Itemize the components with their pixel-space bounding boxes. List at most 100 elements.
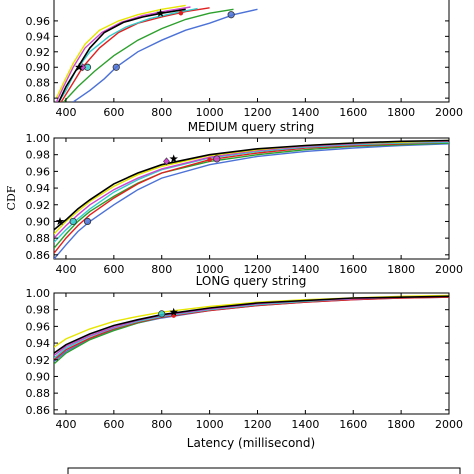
x-ticks: 400 600 800 1000 1200 1400 1600 1800 2000 bbox=[55, 98, 463, 119]
series-marker-3-0 bbox=[158, 310, 166, 318]
latency-panel: 400 600 800 1000 1200 1400 1600 1800 2000 0.860.… bbox=[26, 287, 464, 450]
y-ticks: 0.86 0.88 0.90 0.92 0.94 0.96 0.98 1.00 bbox=[26, 132, 449, 262]
series-line-2 bbox=[54, 141, 449, 254]
y-tick-label: 0.88 bbox=[26, 387, 51, 400]
series-lines bbox=[54, 139, 449, 259]
x-axis-label: Latency (millisecond) bbox=[187, 436, 315, 450]
x-tick-label: 1600 bbox=[339, 263, 367, 276]
series-line-6 bbox=[54, 295, 449, 354]
x-tick-label: 1800 bbox=[387, 263, 415, 276]
series-markers bbox=[55, 154, 221, 226]
x-tick-label: 400 bbox=[55, 263, 76, 276]
series-marker-6-0 bbox=[55, 216, 65, 226]
y-tick-label: 0.86 bbox=[26, 249, 51, 262]
y-tick-label: 0.86 bbox=[26, 404, 51, 417]
y-tick-label: 0.88 bbox=[26, 232, 51, 245]
y-tick-label: 0.94 bbox=[26, 182, 51, 195]
series-line-3 bbox=[58, 7, 198, 102]
y-ticks: 0.86 0.88 0.90 0.92 0.94 0.96 bbox=[26, 15, 449, 105]
y-tick-label: 0.94 bbox=[26, 30, 51, 43]
x-tick-label: 600 bbox=[103, 263, 124, 276]
y-tick-label: 0.90 bbox=[26, 61, 51, 74]
series-marker-2-0 bbox=[207, 157, 212, 162]
long-query-panel: 400 600 800 1000 1200 1400 1600 1800 2000 0.860.… bbox=[5, 132, 463, 288]
series-line-6 bbox=[54, 139, 449, 231]
medium-query-panel: 400 600 800 1000 1200 1400 1600 1800 2000 0.860.… bbox=[26, 0, 463, 134]
x-tick-label: 1000 bbox=[196, 418, 224, 431]
series-lines bbox=[54, 294, 449, 365]
series-marker-6-1 bbox=[156, 8, 165, 17]
series-markers bbox=[158, 307, 178, 318]
x-tick-label: 1000 bbox=[196, 263, 224, 276]
series-markers bbox=[74, 8, 235, 72]
series-line-1 bbox=[63, 8, 234, 102]
plot-frame bbox=[53, 137, 450, 260]
plot-frame bbox=[53, 292, 450, 415]
series-line-3 bbox=[54, 141, 449, 243]
x-tick-label: 1800 bbox=[387, 106, 415, 119]
y-tick-label: 0.94 bbox=[26, 337, 51, 350]
y-tick-label: 0.98 bbox=[26, 304, 51, 317]
x-tick-label: 2000 bbox=[435, 418, 463, 431]
y-tick-label: 0.90 bbox=[26, 215, 51, 228]
y-tick-label: 0.86 bbox=[26, 92, 51, 105]
x-tick-label: 400 bbox=[55, 418, 76, 431]
y-tick-label: 0.88 bbox=[26, 77, 51, 90]
series-line-6 bbox=[58, 8, 186, 102]
x-tick-label: 800 bbox=[151, 106, 172, 119]
y-tick-label: 0.92 bbox=[26, 354, 51, 367]
series-line-1 bbox=[54, 142, 449, 249]
x-tick-label: 800 bbox=[151, 263, 172, 276]
series-marker-0-1 bbox=[227, 11, 235, 19]
y-tick-label: 1.00 bbox=[26, 287, 51, 300]
legend-box bbox=[67, 467, 461, 474]
series-marker-6-1 bbox=[169, 154, 178, 163]
series-marker-0-0 bbox=[83, 217, 92, 226]
x-tick-label: 1200 bbox=[243, 418, 271, 431]
y-tick-label: 0.96 bbox=[26, 320, 51, 333]
x-tick-label: 400 bbox=[55, 106, 76, 119]
plot-frame bbox=[53, 0, 450, 103]
y-tick-label: 0.92 bbox=[26, 199, 51, 212]
x-tick-label: 1800 bbox=[387, 418, 415, 431]
x-tick-label: 1400 bbox=[291, 263, 319, 276]
series-marker-0-0 bbox=[112, 63, 120, 71]
x-tick-label: 1000 bbox=[196, 106, 224, 119]
x-tick-label: 1400 bbox=[291, 106, 319, 119]
series-marker-4-1 bbox=[163, 157, 170, 166]
y-axis-label: CDF bbox=[5, 185, 18, 210]
x-tick-label: 600 bbox=[103, 106, 124, 119]
x-tick-label: 1200 bbox=[243, 263, 271, 276]
y-tick-label: 1.00 bbox=[26, 132, 51, 145]
series-lines bbox=[55, 4, 258, 102]
x-tick-label: 1600 bbox=[339, 418, 367, 431]
y-tick-label: 0.92 bbox=[26, 46, 51, 59]
series-marker-2-0 bbox=[178, 10, 184, 16]
y-ticks: 0.86 0.88 0.90 0.92 0.94 0.96 0.98 1.00 bbox=[26, 287, 449, 417]
x-ticks: 400 600 800 1000 1200 1400 1600 1800 2000 bbox=[55, 293, 463, 431]
x-tick-label: 1600 bbox=[339, 106, 367, 119]
x-axis-label: MEDIUM query string bbox=[188, 120, 315, 134]
series-line-2 bbox=[54, 296, 449, 361]
series-marker-4-0 bbox=[213, 155, 221, 163]
y-tick-label: 0.98 bbox=[26, 149, 51, 162]
series-marker-3-0 bbox=[69, 217, 77, 226]
x-tick-label: 600 bbox=[103, 418, 124, 431]
series-marker-6-0 bbox=[74, 62, 84, 71]
series-line-5 bbox=[55, 4, 186, 99]
x-ticks: 400 600 800 1000 1200 1400 1600 1800 2000 bbox=[55, 138, 463, 276]
series-line-0 bbox=[54, 143, 449, 259]
x-tick-label: 2000 bbox=[435, 106, 463, 119]
y-tick-label: 0.90 bbox=[26, 370, 51, 383]
series-line-0 bbox=[72, 8, 258, 102]
series-marker-6-0 bbox=[169, 307, 178, 316]
x-tick-label: 1200 bbox=[243, 106, 271, 119]
x-tick-label: 2000 bbox=[435, 263, 463, 276]
y-tick-label: 0.96 bbox=[26, 15, 51, 28]
y-tick-label: 0.96 bbox=[26, 165, 51, 178]
x-tick-label: 800 bbox=[151, 418, 172, 431]
x-tick-label: 1400 bbox=[291, 418, 319, 431]
series-line-2 bbox=[60, 7, 210, 102]
x-axis-label: LONG query string bbox=[196, 274, 307, 288]
